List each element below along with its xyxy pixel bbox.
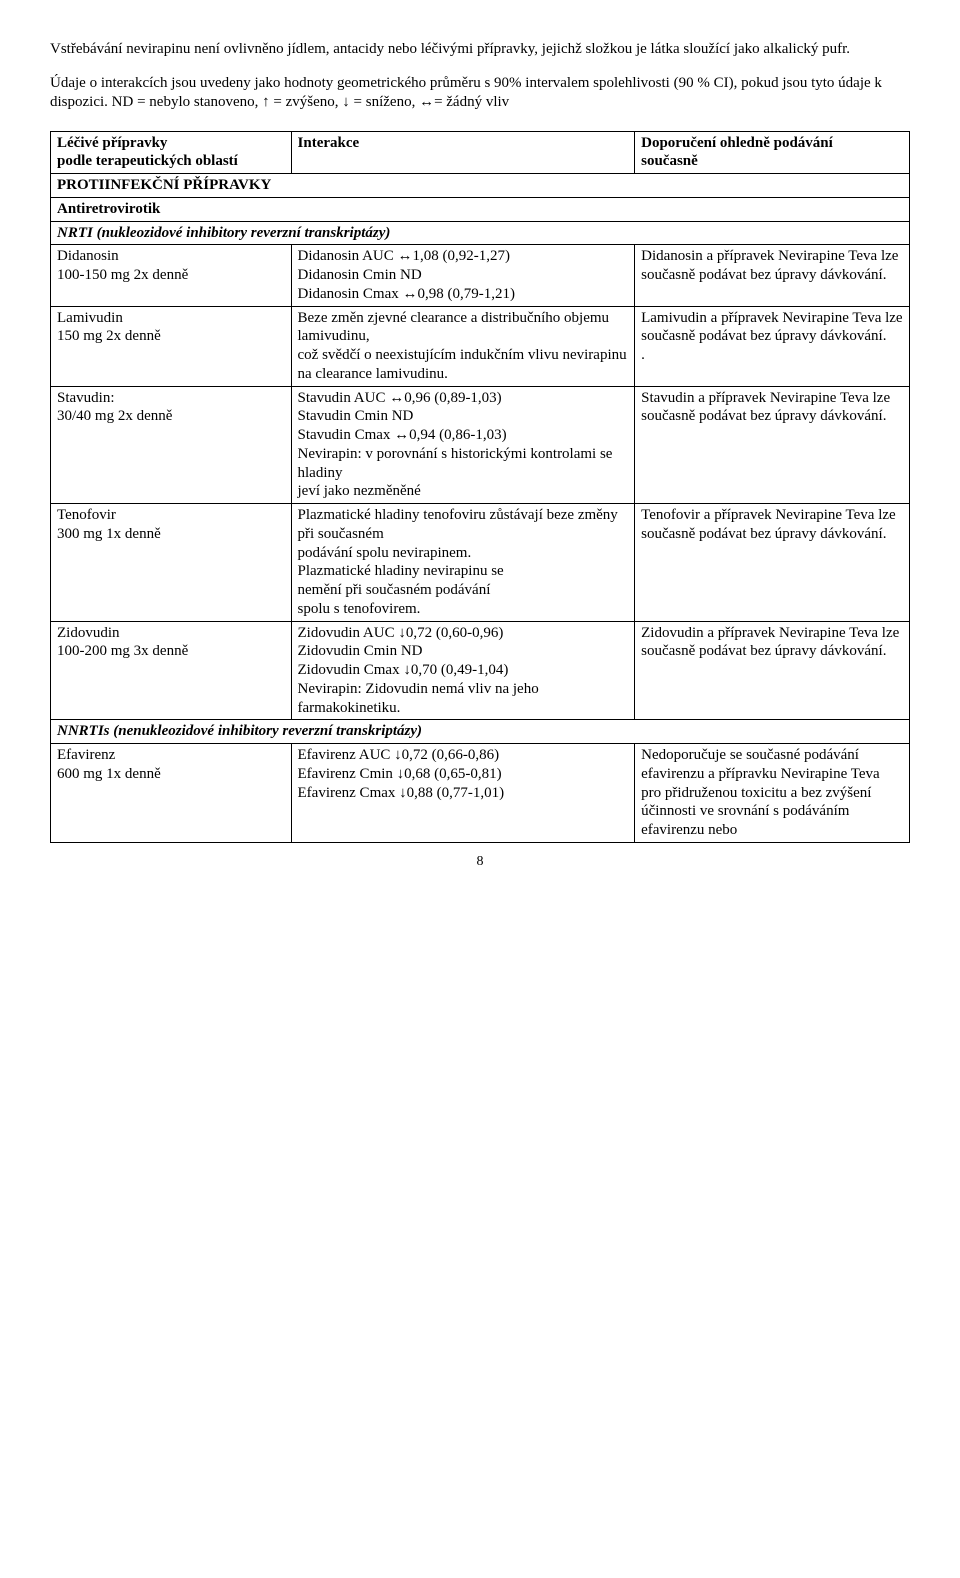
header-col-2: Interakce [291,131,635,174]
recommendation-efavirenz: Nedoporučuje se současné podávání efavir… [635,744,910,843]
table-row-tenofovir: Tenofovir300 mg 1x denně Plazmatické hla… [51,504,910,622]
interaction-lamivudin: Beze změn zjevné clearance a distribuční… [291,306,635,386]
table-row-zidovudin: Zidovudin100-200 mg 3x denně Zidovudin A… [51,621,910,720]
header-col-1-line-2: podle terapeutických oblastí [57,153,238,169]
section-antiretrovirotik: Antiretrovirotik [51,197,910,221]
drug-name-tenofovir: Tenofovir300 mg 1x denně [51,504,292,622]
table-header-row: Léčivé přípravky podle terapeutických ob… [51,131,910,174]
interaction-stavudin: Stavudin AUC ↔0,96 (0,89-1,03)Stavudin C… [291,386,635,504]
section-row-antiretrovirotik: Antiretrovirotik [51,197,910,221]
interaction-tenofovir: Plazmatické hladiny tenofoviru zůstávají… [291,504,635,622]
interaction-zidovudin: Zidovudin AUC ↓0,72 (0,60-0,96)Zidovudin… [291,621,635,720]
interaction-table: Léčivé přípravky podle terapeutických ob… [50,131,910,843]
recommendation-lamivudin: Lamivudin a přípravek Nevirapine Teva lz… [635,306,910,386]
header-col-3-line-1: Doporučení ohledně podávání [641,135,833,151]
recommendation-tenofovir: Tenofovir a přípravek Nevirapine Teva lz… [635,504,910,622]
recommendation-stavudin: Stavudin a přípravek Nevirapine Teva lze… [635,386,910,504]
table-row-efavirenz: Efavirenz600 mg 1x denně Efavirenz AUC ↓… [51,744,910,843]
section-protiinfekcni: PROTIINFEKČNÍ PŘÍPRAVKY [51,174,910,198]
section-row-protiinfekcni: PROTIINFEKČNÍ PŘÍPRAVKY [51,174,910,198]
recommendation-didanosin: Didanosin a přípravek Nevirapine Teva lz… [635,245,910,306]
intro-paragraph-1: Vstřebávání nevirapinu není ovlivněno jí… [50,40,910,60]
intro-paragraph-2: Údaje o interakcích jsou uvedeny jako ho… [50,74,910,113]
header-col-1-line-1: Léčivé přípravky [57,135,167,151]
page-number: 8 [50,853,910,871]
drug-name-didanosin: Didanosin100-150 mg 2x denně [51,245,292,306]
table-row-didanosin: Didanosin100-150 mg 2x denně Didanosin A… [51,245,910,306]
table-row-lamivudin: Lamivudin150 mg 2x denně Beze změn zjevn… [51,306,910,386]
drug-name-efavirenz: Efavirenz600 mg 1x denně [51,744,292,843]
header-col-1: Léčivé přípravky podle terapeutických ob… [51,131,292,174]
section-nrti: NRTI (nukleozidové inhibitory reverzní t… [51,221,910,245]
table-row-stavudin: Stavudin:30/40 mg 2x denně Stavudin AUC … [51,386,910,504]
section-row-nnrti: NNRTIs (nenukleozidové inhibitory reverz… [51,720,910,744]
interaction-didanosin: Didanosin AUC ↔1,08 (0,92-1,27)Didanosin… [291,245,635,306]
section-row-nrti: NRTI (nukleozidové inhibitory reverzní t… [51,221,910,245]
interaction-efavirenz: Efavirenz AUC ↓0,72 (0,66-0,86)Efavirenz… [291,744,635,843]
section-nnrti: NNRTIs (nenukleozidové inhibitory reverz… [51,720,910,744]
drug-name-zidovudin: Zidovudin100-200 mg 3x denně [51,621,292,720]
drug-name-stavudin: Stavudin:30/40 mg 2x denně [51,386,292,504]
header-col-3: Doporučení ohledně podávání současně [635,131,910,174]
drug-name-lamivudin: Lamivudin150 mg 2x denně [51,306,292,386]
header-col-3-line-2: současně [641,153,698,169]
recommendation-zidovudin: Zidovudin a přípravek Nevirapine Teva lz… [635,621,910,720]
